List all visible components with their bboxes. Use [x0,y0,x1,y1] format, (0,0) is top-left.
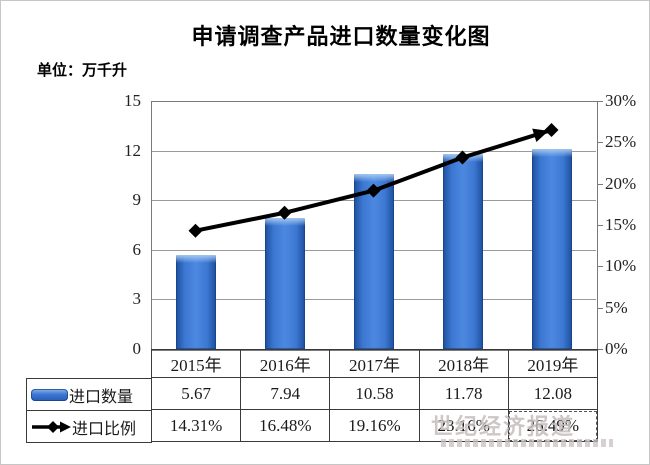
right-axis-tick-mark [597,142,603,144]
进口比例-value-cell: 16.48% [240,409,331,442]
left-axis-tick: 3 [132,289,142,309]
bar-2016年 [264,217,305,349]
diamond-marker-2016年 [277,205,292,220]
right-axis-tick-mark [597,266,603,268]
left-axis-tick: 6 [132,239,142,259]
legend-label: 进口数量 [69,388,134,406]
year-header-cell: 2017年 [329,349,420,378]
bar-2019年 [531,149,572,349]
right-axis-tick: 0% [605,339,628,358]
legend-cell-进口比例: 进口比例 [26,410,152,443]
year-header-cell: 2018年 [418,349,509,378]
right-axis-tick: 5% [605,297,628,317]
unit-label: 单位：万千升 [37,62,128,79]
right-axis-tick-mark [597,183,603,185]
right-axis-tick-mark [597,307,603,309]
进口数量-value-cell: 5.67 [150,377,242,410]
right-axis-tick: 15% [605,215,637,234]
进口数量-value-cell: 10.58 [329,377,420,410]
left-axis-tick: 9 [132,190,142,210]
left-axis-tick: 0 [132,339,142,358]
right-axis-tick-mark [597,225,603,226]
legend-table: 进口数量 进口比例 [26,378,152,443]
进口比例-value-cell: 14.31% [150,409,242,442]
diamond-marker-2019年 [544,123,559,138]
right-axis-tick: 10% [605,256,637,276]
进口比例-value-cell: 19.16% [329,409,420,442]
left-axis-tick: 15 [124,91,141,110]
right-axis-tick-mark [597,349,603,350]
line-series-layer [188,123,559,238]
gridline [152,150,596,152]
year-header-cell: 2015年 [150,349,242,378]
bar-2015年 [175,255,216,349]
year-header-cell: 2016年 [240,349,331,378]
ratio-line [195,128,553,233]
right-axis-tick: 25% [605,132,637,152]
diamond-marker-2018年 [455,150,470,165]
legend-cell-进口数量: 进口数量 [26,378,152,411]
right-axis-tick: 30% [605,91,637,110]
进口比例-value-cell: 23.16% [418,409,509,442]
right-axis-tick: 20% [605,173,637,193]
diamond-marker-2015年 [188,223,203,238]
right-axis-tick-mark [597,101,603,102]
year-header-cell: 2019年 [507,349,599,378]
bar-2017年 [353,174,394,349]
left-axis-tick: 12 [124,140,141,160]
进口数量-value-cell: 12.08 [507,377,599,410]
legend-label: 进口比例 [72,420,137,438]
chart-title: 申请调查产品进口数量变化图 [191,24,491,49]
进口数量-value-cell: 11.78 [418,377,509,410]
进口比例-value-cell: 26.49% [507,409,599,442]
line-legend-icon [32,420,71,433]
diamond-marker-2017年 [366,183,381,198]
进口数量-value-cell: 7.94 [240,377,331,410]
bar-legend-icon [31,388,68,401]
line-arrowhead-icon [532,128,549,143]
data-table: 2015年 2016年 2017年 2018年 2019年 5.67 7.94 10.58 11… [150,349,599,442]
